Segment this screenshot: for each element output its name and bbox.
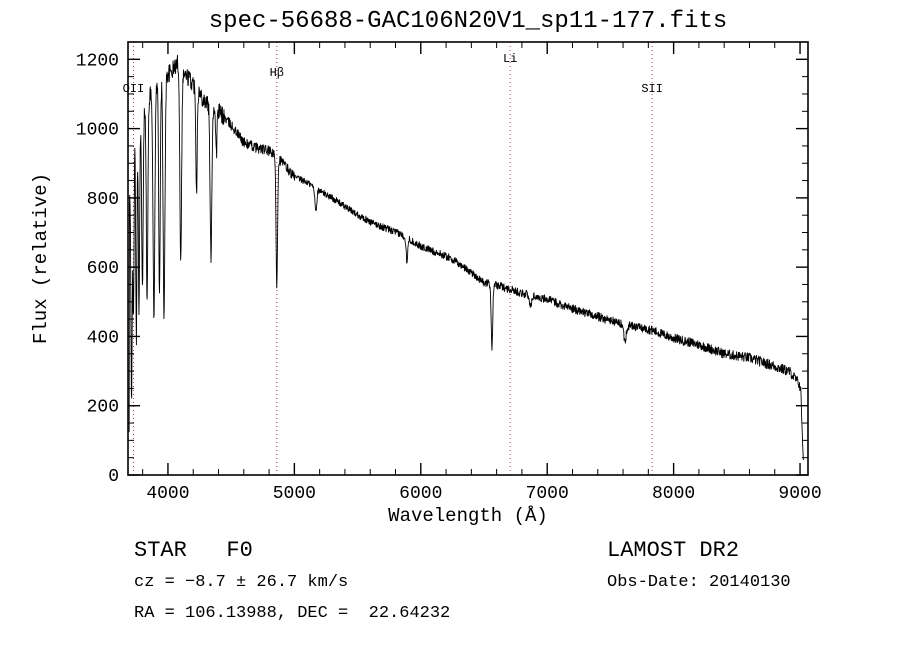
coordinates-label: RA = 106.13988, DEC = 22.64232 <box>134 604 451 623</box>
y-tick-label: 400 <box>87 328 119 348</box>
chart-title: spec-56688-GAC106N20V1_sp11-177.fits <box>208 8 728 35</box>
marker-label-SII: SII <box>641 82 663 96</box>
y-tick-label: 1200 <box>76 51 119 71</box>
spectrum-line <box>128 54 805 461</box>
radial-velocity-label: cz = −8.7 ± 26.7 km/s <box>134 573 349 592</box>
x-tick-label: 6000 <box>399 484 442 504</box>
marker-label-Hβ: Hβ <box>270 66 284 80</box>
x-tick-label: 9000 <box>778 484 821 504</box>
y-tick-label: 600 <box>87 259 119 279</box>
x-tick-label: 7000 <box>526 484 569 504</box>
marker-label-Li: Li <box>503 52 517 66</box>
x-tick-label: 4000 <box>146 484 189 504</box>
plot-border <box>127 41 809 476</box>
classification-label: STAR F0 <box>134 538 253 563</box>
obs-date-label: Obs-Date: 20140130 <box>607 573 791 592</box>
x-tick-label: 8000 <box>652 484 695 504</box>
y-tick-label: 0 <box>108 467 119 487</box>
y-tick-label: 1000 <box>76 121 119 141</box>
survey-label: LAMOST DR2 <box>607 538 740 563</box>
y-tick-label: 200 <box>87 398 119 418</box>
y-tick-label: 800 <box>87 190 119 210</box>
y-axis-label: Flux (relative) <box>30 173 52 344</box>
x-tick-label: 5000 <box>273 484 316 504</box>
x-axis-label: Wavelength (Å) <box>388 505 548 527</box>
